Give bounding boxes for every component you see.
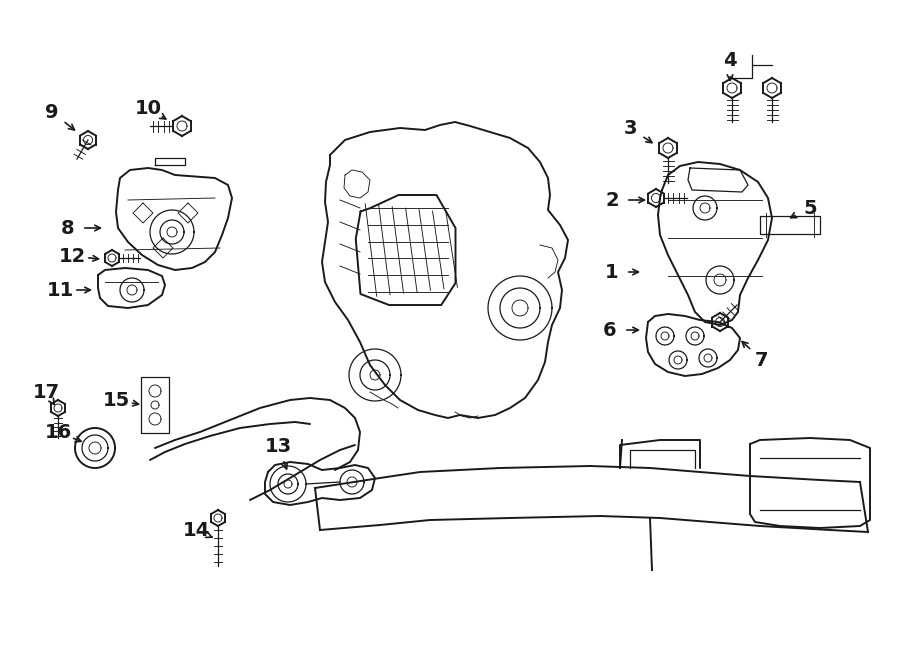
Text: 6: 6 [603,320,616,340]
Text: 14: 14 [183,520,210,540]
Text: 11: 11 [47,281,74,299]
Text: 9: 9 [45,103,58,122]
Text: 4: 4 [724,50,737,70]
Text: 10: 10 [134,99,161,117]
Text: 1: 1 [605,263,619,281]
Text: 5: 5 [803,199,817,218]
Text: 13: 13 [265,436,292,455]
Text: 8: 8 [61,218,75,238]
Text: 3: 3 [623,118,637,138]
Text: 17: 17 [32,383,59,401]
Text: 7: 7 [755,350,769,369]
Text: 2: 2 [605,191,619,209]
Text: 16: 16 [44,422,72,442]
Text: 12: 12 [58,246,86,265]
Text: 15: 15 [103,391,130,410]
